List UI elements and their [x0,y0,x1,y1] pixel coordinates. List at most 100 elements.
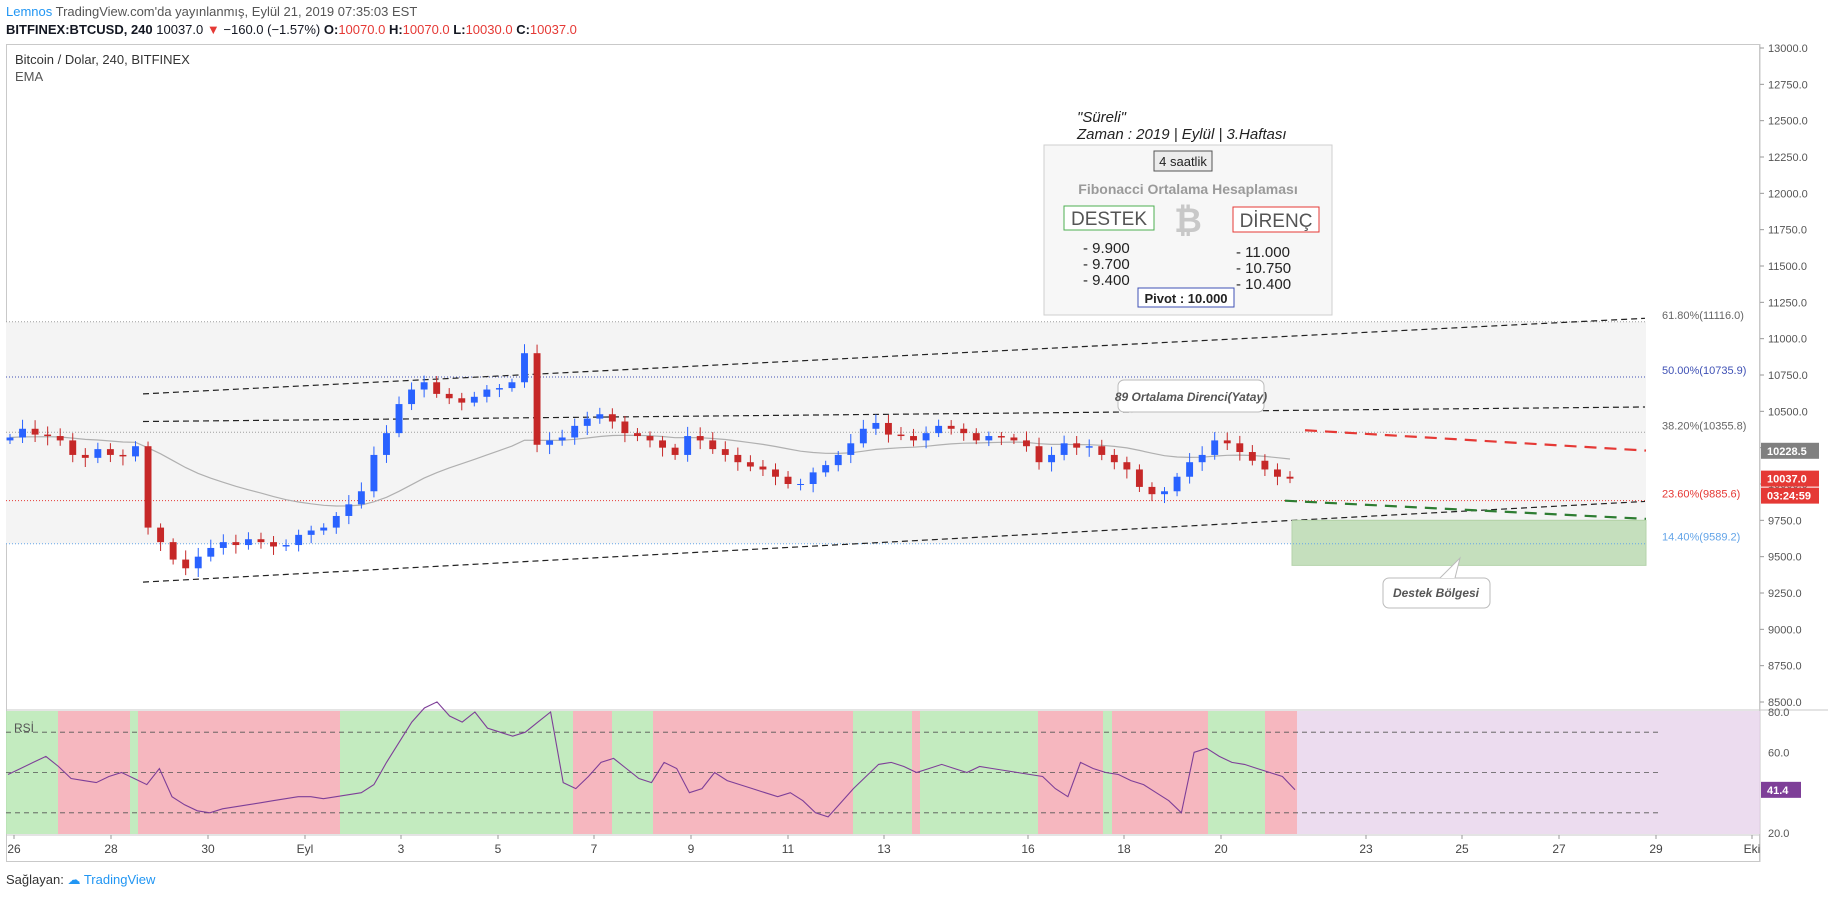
candle-body [1098,446,1106,455]
candle-body [1274,469,1281,477]
candle-body [470,396,478,403]
candle-body [257,539,265,543]
candle-body [433,382,441,394]
price-marker-label: 03:24:59 [1767,491,1811,503]
tradingview-logo[interactable]: ☁ TradingView [67,872,156,887]
close-label: C: [516,22,530,37]
candle-body [157,527,165,543]
candle-body [119,454,127,457]
support-level-3: - 9.400 [1083,272,1130,289]
low-label: L: [453,22,466,37]
fib-level-label: 38.20%(10355.8) [1662,420,1746,432]
price-marker-label: 10228.5 [1767,446,1807,458]
time-tick-label: Eyl [297,842,314,856]
channel-line [142,406,1646,423]
rsi-zone [1208,711,1265,834]
candle-body [320,527,328,531]
support-zone-callout-text: Destek Bölgesi [1393,586,1480,600]
time-tick-label: 16 [1021,842,1035,856]
candle-body [1048,454,1056,463]
support-zone-callout [1382,577,1491,609]
candle-body [307,530,315,535]
last-price: 10037.0 [156,22,204,37]
rsi-zone [6,711,58,834]
rsi-label: RSİ [14,721,34,735]
fibonacci-heading: Fibonacci Ortalama Hesaplaması [1078,181,1297,197]
candle-body [1261,460,1269,470]
candle-body [583,418,591,426]
candle-body [521,353,528,383]
candle-body [985,436,993,441]
candle-body [169,542,177,560]
footer: Sağlayan: ☁ TradingView [6,872,155,888]
high-value: 10070.0 [402,22,450,37]
chart-header: Lemnos TradingView.com'da yayınlanmış, E… [6,3,577,39]
candle-body [972,433,980,441]
indicator-label: EMA [15,69,44,84]
candle-body [1035,446,1043,463]
candle-body [960,428,968,434]
candle-body [495,388,503,390]
candle-body [1248,452,1256,461]
open-label: O: [323,22,339,37]
time-tick-label: 5 [495,842,502,856]
time-tick-label: 27 [1552,842,1566,856]
candle-body [332,515,340,528]
candle-body [634,433,641,437]
candle-body [546,440,554,445]
candle-body [1286,476,1294,479]
candle-body [270,542,277,547]
fib-level-label: 50.00%(10735.9) [1662,365,1746,377]
time-tick-label: Eki [1744,842,1761,856]
candle-body [1148,486,1156,495]
resistance-level-1: - 11.000 [1236,244,1290,261]
candle-body [56,436,64,441]
candle-body [621,421,629,434]
support-zone-callout-pointer [1439,556,1461,579]
time-tick-label: 9 [688,842,695,856]
resistance-level-2: - 10.750 [1236,260,1291,277]
candle-body [659,440,666,448]
support-label: DESTEK [1071,209,1147,230]
time-tick-label: 7 [591,842,598,856]
price-tick-label: 12000.0 [1768,188,1808,200]
time-tick-label: 26 [7,842,21,856]
time-tick-label: 25 [1455,842,1469,856]
candle-body [822,465,830,473]
ohlc-line: BITFINEX:BTCUSD, 240 10037.0 ▼ −160.0 (−… [6,21,577,39]
price-marker-tag [1761,470,1819,487]
support-trend-line [1284,499,1647,520]
candle-body [859,428,867,444]
candle-body [784,476,792,484]
publish-line: Lemnos TradingView.com'da yayınlanmış, E… [6,3,577,21]
price-tick-label: 9500.0 [1768,552,1802,564]
candle-body [997,436,1005,438]
low-value: 10030.0 [465,22,513,37]
price-tick-label: 11750.0 [1768,225,1807,237]
resistance-callout [1117,379,1265,413]
close-value: 10037.0 [529,22,577,37]
candle-body [1135,469,1143,487]
candle-body [370,454,378,492]
candle-body [872,422,880,429]
change-value: −160.0 (−1.57%) [223,22,321,37]
time-tick-label: 18 [1117,842,1131,856]
candle-body [383,433,390,455]
candle-body [395,404,403,434]
candle-body [69,440,77,455]
info-line-1: "Süreli" [1077,109,1127,126]
candle-body [420,382,428,390]
high-label: H: [388,22,403,37]
price-tick-label: 13000.0 [1768,43,1808,55]
price-tick-label: 9250.0 [1768,588,1802,600]
candle-body [345,504,353,516]
publisher-name[interactable]: Lemnos [6,4,53,19]
provider-label: Sağlayan: [6,872,64,887]
candle-body [935,425,943,434]
time-tick-label: 3 [398,842,405,856]
candle-body [571,425,579,438]
candle-body [1023,440,1030,447]
candle-body [608,414,616,422]
support-zone [1291,519,1647,566]
